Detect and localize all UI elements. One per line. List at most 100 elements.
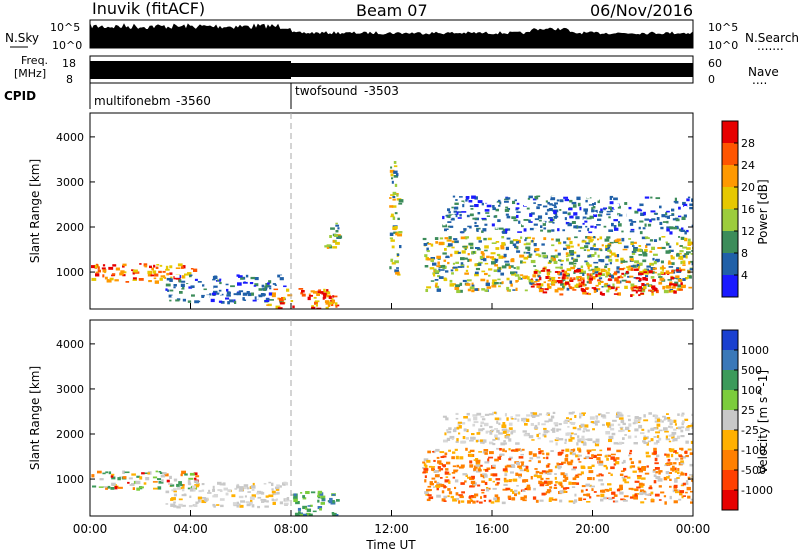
echo-cell [434,474,440,478]
echo-cell [575,454,580,458]
echo-cell [447,239,452,242]
echo-cell [154,280,160,284]
echo-cell [178,279,182,283]
echo-cell [679,255,684,259]
echo-cell [658,437,662,441]
echo-cell [666,228,670,232]
echo-cell [523,228,527,232]
echo-cell [495,261,498,263]
echo-cell [623,495,629,498]
echo-cell [567,426,570,428]
echo-cell [518,491,521,495]
echo-cell [274,492,279,495]
echo-cell [515,240,520,244]
echo-cell [446,461,451,465]
echo-cell [447,243,453,247]
echo-cell [465,474,468,477]
echo-cell [523,479,529,483]
echo-cell [135,480,141,485]
echo-cell [162,472,167,475]
echo-cell [484,413,490,416]
echo-cell [514,200,520,204]
echo-cell [325,306,329,309]
echo-cell [574,499,578,503]
echo-cell [605,245,611,249]
echo-cell [583,427,587,431]
echo-cell [265,298,270,301]
echo-cell [497,219,501,223]
echo-cell [397,217,400,221]
echo-cell [436,265,441,268]
echo-cell [638,254,643,256]
echo-cell [579,412,584,417]
echo-cell [579,416,582,419]
echo-cell [573,212,578,216]
echo-cell [609,201,614,205]
echo-cell [599,460,604,464]
date-title: 06/Nov/2016 [590,1,693,20]
echo-cell [594,226,597,229]
echo-cell [559,266,563,270]
echo-cell [390,194,395,196]
echo-cell [533,202,536,204]
echo-cell [589,201,595,204]
echo-cell [656,226,659,230]
echo-cell [498,432,503,435]
echo-cell [430,257,436,260]
echo-cell [530,423,534,426]
echo-cell [551,283,556,286]
echo-cell [674,200,679,204]
echo-cell [569,250,574,254]
echo-cell [498,227,504,230]
echo-cell [621,461,624,464]
echo-cell [195,475,200,478]
echo-cell [320,495,326,499]
echo-cell [639,262,643,266]
echo-cell [445,417,449,421]
echo-cell [297,514,302,516]
echo-cell [276,491,280,495]
echo-cell [332,240,335,243]
echo-cell [469,460,473,464]
echo-cell [614,278,619,282]
echo-cell [225,297,230,300]
echo-cell [582,279,585,283]
echo-cell [520,260,523,264]
echo-cell [436,456,440,459]
echo-cell [527,276,530,280]
echo-cell [458,211,462,213]
echo-cell [669,495,672,500]
echo-cell [474,288,479,291]
echo-cell [538,219,542,222]
echo-cell [589,205,593,208]
echo-cell [494,264,499,267]
echo-cell [515,472,519,476]
echo-cell [622,422,626,426]
echo-cell [588,204,594,207]
echo-cell [556,428,559,432]
echo-cell [447,488,451,491]
echo-cell [168,294,173,298]
echo-cell [481,480,486,483]
echo-cell [614,239,618,243]
echo-cell [484,461,490,464]
echo-cell [667,419,672,422]
echo-cell [475,247,480,250]
echo-cell [461,200,465,204]
echo-cell [227,489,232,492]
echo-cell [630,265,635,268]
echo-cell [394,260,399,264]
echo-cell [493,269,498,272]
echo-cell [485,430,488,434]
echo-cell [257,505,261,509]
echo-cell [308,513,313,516]
echo-cell [595,440,600,444]
echo-cell [625,280,631,284]
echo-cell [621,272,625,275]
echo-cell [564,217,567,221]
echo-cell [145,477,150,481]
echo-cell [658,499,662,501]
echo-cell [569,240,573,245]
echo-cell [689,260,693,263]
echo-cell [458,425,462,429]
